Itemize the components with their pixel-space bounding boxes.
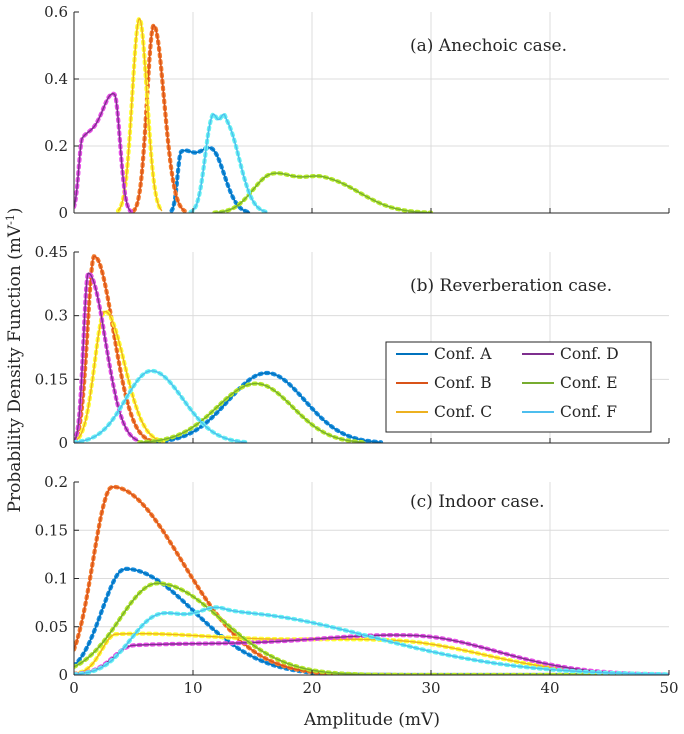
pdf-curve-conf-f	[190, 113, 267, 213]
curves	[74, 484, 669, 675]
legend-label-conf-b: Conf. B	[434, 374, 492, 392]
legend-box	[385, 341, 652, 433]
legend-label-conf-a: Conf. A	[434, 345, 492, 363]
x-tick-label: 20	[302, 679, 321, 697]
fit-curve-conf-f	[188, 112, 269, 213]
y-tick-label: 0	[58, 666, 68, 684]
x-tick-label: 40	[540, 679, 559, 697]
y-tick-label: 0.15	[35, 370, 68, 388]
pdf-curve-conf-e	[214, 172, 431, 213]
y-tick-label: 0.15	[35, 521, 68, 539]
legend-entry-conf-b: Conf. B	[396, 374, 492, 392]
y-tick-label: 0.6	[44, 3, 68, 21]
pdf-curve-conf-e	[74, 582, 669, 675]
y-tick-label: 0.4	[44, 70, 68, 88]
legend-entry-conf-e: Conf. E	[522, 374, 618, 392]
y-axis-label-superscript: -1	[4, 214, 17, 225]
panel-a: 0 0.2 0.4 0.6 (a) Anechoic case.	[44, 3, 670, 222]
pdf-curve-conf-d	[74, 272, 140, 442]
y-axis-label-close: )	[5, 208, 25, 215]
panel-annotation: (a) Anechoic case.	[410, 36, 567, 56]
pdf-curve-conf-b	[74, 486, 669, 675]
y-tick-label: 0.45	[35, 243, 68, 261]
y-axis-label: Probability Density Function (mV-1)	[4, 208, 26, 513]
y-tick-label: 0.05	[35, 618, 68, 636]
y-axis-label-main: Probability Density Function (mV	[5, 224, 25, 512]
fit-curve-conf-b	[74, 484, 669, 675]
legend-entry-conf-f: Conf. F	[522, 403, 617, 421]
x-tick-label: 30	[421, 679, 440, 697]
y-tick-label: 0.2	[44, 473, 68, 491]
y-tick-label: 0.1	[44, 570, 68, 588]
panel-annotation: (c) Indoor case.	[410, 492, 545, 512]
fit-curve-conf-e	[74, 581, 669, 675]
legend-entry-conf-d: Conf. D	[522, 345, 619, 363]
curves	[74, 16, 434, 213]
legend-entry-conf-c: Conf. C	[396, 403, 492, 421]
legend-label-conf-e: Conf. E	[560, 374, 618, 392]
legend-label-conf-c: Conf. C	[434, 403, 492, 421]
pdf-curve-conf-c	[74, 310, 164, 443]
y-tick-label: 0	[58, 434, 68, 452]
legend: Conf. A Conf. B Conf. C Conf. D Conf. E …	[385, 341, 652, 433]
pdf-curve-conf-b	[133, 24, 185, 212]
curves	[74, 254, 384, 443]
panel-annotation: (b) Reverberation case.	[410, 276, 612, 296]
legend-entry-conf-a: Conf. A	[396, 345, 492, 363]
pdf-curve-conf-f	[74, 370, 247, 443]
legend-label-conf-f: Conf. F	[560, 403, 617, 421]
pdf-curve-conf-e	[139, 382, 366, 443]
y-tick-label: 0	[58, 204, 68, 222]
pdf-curve-conf-f	[74, 606, 669, 675]
x-axis-label: Amplitude (mV)	[303, 710, 440, 730]
x-tick-label: 10	[183, 679, 202, 697]
pdf-curve-conf-a	[151, 372, 381, 443]
pdf-curve-conf-d	[74, 93, 132, 213]
x-tick-label: 0	[69, 679, 79, 697]
y-tick-label: 0.3	[44, 307, 68, 325]
panel-c: 0 0.05 0.1 0.15 0.2 0 10 20 30 40 50 (c) Indoor cas…	[35, 473, 679, 697]
x-tick-label: 50	[659, 679, 678, 697]
fit-curve-conf-e	[212, 171, 434, 213]
y-tick-label: 0.2	[44, 137, 68, 155]
legend-label-conf-d: Conf. D	[560, 345, 619, 363]
fit-curve-conf-e	[137, 381, 368, 443]
